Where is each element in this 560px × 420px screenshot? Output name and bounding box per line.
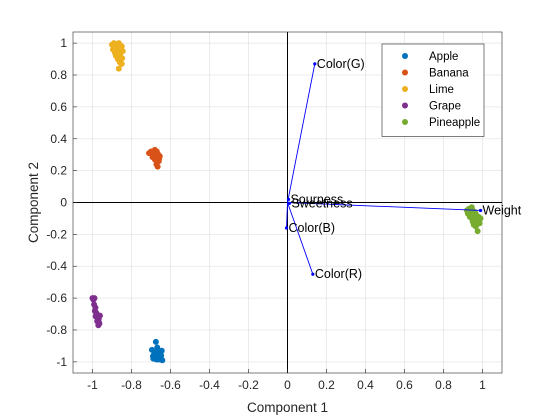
legend-box — [381, 43, 485, 137]
y-tick-label: -0.2 — [46, 227, 67, 241]
legend-item: Banana — [402, 68, 469, 80]
legend-label: Grape — [429, 101, 461, 113]
data-point — [149, 154, 156, 161]
data-point — [475, 217, 482, 224]
data-point — [111, 49, 118, 56]
data-point — [151, 350, 158, 357]
data-point — [468, 204, 475, 211]
data-point — [150, 355, 157, 362]
legend-marker — [402, 86, 408, 92]
data-point — [92, 313, 99, 320]
vector-tip — [286, 197, 291, 201]
vector-label: Sweetness — [291, 196, 352, 210]
vector-color-r: Color(R) — [287, 202, 362, 281]
x-tick-label: -1 — [87, 378, 98, 392]
data-point — [91, 295, 98, 302]
x-tick-label: -0.4 — [199, 378, 220, 392]
legend-marker — [402, 53, 408, 59]
vector-line — [286, 202, 288, 229]
vector-tip — [313, 62, 317, 66]
y-tick-label: 0 — [60, 196, 67, 210]
series-lime — [109, 40, 126, 72]
y-tick-label: 1 — [60, 36, 67, 50]
vector-tip — [287, 201, 292, 205]
data-point — [473, 221, 480, 228]
vector-label: Color(G) — [317, 57, 365, 71]
legend-label: Banana — [429, 68, 469, 80]
axis-ticks: -1 -0.8 -0.6 -0.4 -0.2 0 0.2 0.4 0.6 0.8 1 -1 -0.8 -0… — [46, 36, 486, 392]
y-tick-label: 0.6 — [50, 100, 67, 114]
vector-tip — [478, 208, 483, 213]
legend-marker — [402, 102, 408, 109]
x-tick-label: -0.6 — [160, 378, 181, 392]
vector-color-g: Color(G) — [287, 57, 365, 203]
legend-label: Lime — [429, 84, 454, 96]
series-banana — [146, 146, 163, 170]
vector-sweetness: Sweetness — [287, 196, 353, 210]
vector-line — [287, 202, 481, 211]
x-tick-label: 0.8 — [435, 378, 452, 392]
vector-line — [287, 202, 314, 275]
y-tick-label: -1 — [56, 355, 67, 369]
y-tick-label: -0.8 — [46, 323, 67, 337]
data-point — [474, 228, 481, 235]
vector-color-b: Color(B) — [284, 202, 336, 235]
vector-label: Color(R) — [315, 267, 362, 281]
x-tick-label: 0.6 — [396, 378, 413, 392]
legend-marker — [402, 69, 408, 76]
x-tick-label: 1 — [479, 378, 486, 392]
x-axis-label: Component 1 — [247, 400, 328, 415]
legend-item: Grape — [402, 101, 461, 113]
y-tick-label: 0.2 — [50, 164, 67, 178]
data-point — [113, 42, 120, 49]
x-tick-label: 0.4 — [357, 378, 374, 392]
vector-tip — [284, 226, 289, 230]
x-tick-label: -0.8 — [121, 378, 142, 392]
legend-label: Apple — [429, 51, 458, 63]
series-grape — [89, 295, 103, 329]
y-axis-label: Component 2 — [26, 162, 41, 243]
legend-item: Apple — [402, 51, 458, 63]
vector-label: Sourness — [290, 192, 343, 206]
x-tick-label: 0 — [284, 378, 291, 392]
x-tick-label: -0.2 — [238, 378, 259, 392]
data-point — [152, 338, 159, 345]
data-point — [151, 147, 158, 154]
data-point — [115, 65, 122, 72]
y-tick-label: 0.4 — [50, 132, 67, 146]
y-tick-label: -0.6 — [46, 291, 67, 305]
legend-item: Lime — [402, 84, 454, 96]
vector-label: Color(B) — [289, 221, 336, 235]
legend-item: Pineapple — [402, 117, 480, 129]
biplot-vectors: Color(G)Color(R)Color(B)WeightSournessSw… — [284, 57, 522, 281]
y-tick-label: 0.8 — [50, 68, 67, 82]
data-points — [89, 40, 484, 364]
legend: Apple Banana Lime Grape Pineapple — [381, 43, 485, 137]
y-tick-label: -0.4 — [46, 259, 67, 273]
data-point — [154, 163, 161, 170]
legend-marker — [402, 119, 408, 125]
vector-line — [287, 63, 316, 203]
vector-sourness: Sourness — [286, 192, 343, 206]
series-apple — [148, 338, 166, 364]
data-point — [96, 319, 103, 326]
data-point — [117, 51, 124, 58]
data-point — [118, 43, 125, 50]
data-point — [157, 349, 164, 356]
data-point — [156, 155, 163, 162]
legend-label: Pineapple — [429, 117, 480, 129]
data-point — [118, 60, 125, 67]
vector-tip — [311, 272, 315, 276]
x-tick-label: 0.2 — [318, 378, 335, 392]
